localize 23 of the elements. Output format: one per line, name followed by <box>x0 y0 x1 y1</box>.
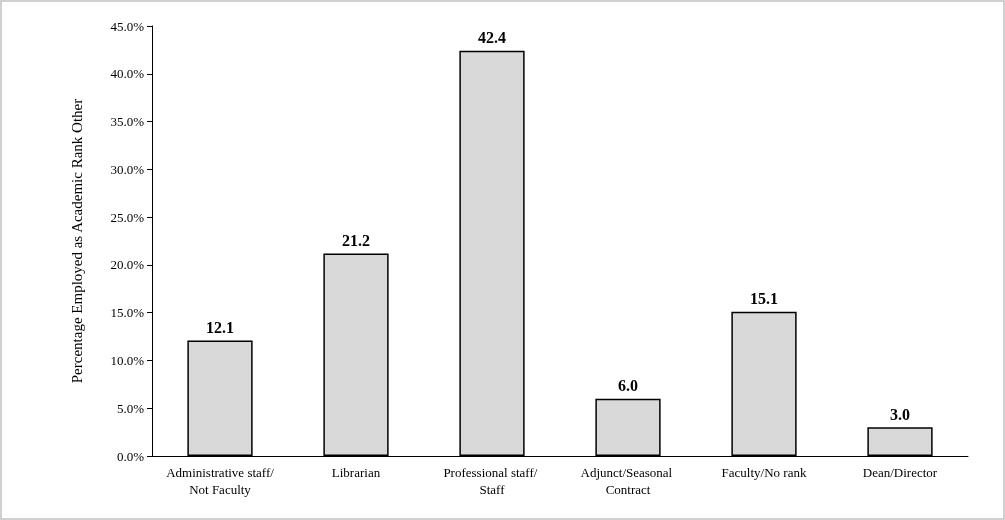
data-label: 3.0 <box>890 405 910 423</box>
data-label: 42.4 <box>478 29 506 47</box>
data-label: 6.0 <box>618 377 638 395</box>
y-tick-label: 20.0% <box>110 257 145 273</box>
y-tick-label: 45.0% <box>110 18 145 34</box>
x-tick-label: Faculty/No rank <box>721 465 807 480</box>
x-tick-label: Dean/Director <box>862 465 938 480</box>
y-tick-label: 25.0% <box>110 209 145 225</box>
y-tick-label: 5.0% <box>116 400 145 416</box>
y-tick-label: 10.0% <box>110 352 145 368</box>
data-label: 12.1 <box>206 318 234 336</box>
y-tick-label: 0.0% <box>116 448 145 464</box>
y-axis-title: Percentage Employed as Academic Rank Other <box>69 98 85 384</box>
y-tick-label: 30.0% <box>110 161 145 177</box>
y-tick-label: 15.0% <box>110 305 145 321</box>
data-label: 15.1 <box>750 290 778 308</box>
x-tick-label: Administrative staff/Not Faculty <box>166 465 275 497</box>
y-tick-label: 40.0% <box>110 66 145 82</box>
x-tick-label: Adjunct/Seasonal Contract <box>580 465 676 497</box>
x-tick-label: Professional staff/ Staff <box>443 465 541 497</box>
x-tick-label: Librarian <box>331 465 381 480</box>
y-tick-label: 35.0% <box>110 114 145 130</box>
data-label: 21.2 <box>342 231 370 249</box>
